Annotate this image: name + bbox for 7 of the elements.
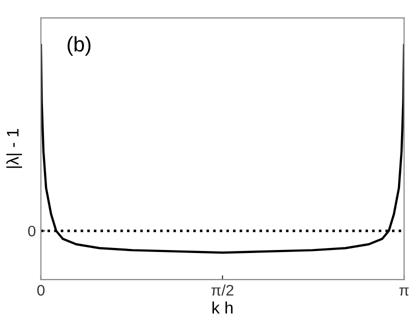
ref-line-label: 0: [28, 226, 36, 237]
x-tick-label: π: [399, 287, 409, 296]
x-tick-label: π/2: [211, 284, 234, 296]
x-tick-label: 0: [37, 284, 45, 296]
annotation: (b): [68, 36, 90, 56]
x-axis-title: k h: [212, 301, 233, 314]
y-axis-title: |λ| - 1: [6, 129, 22, 168]
